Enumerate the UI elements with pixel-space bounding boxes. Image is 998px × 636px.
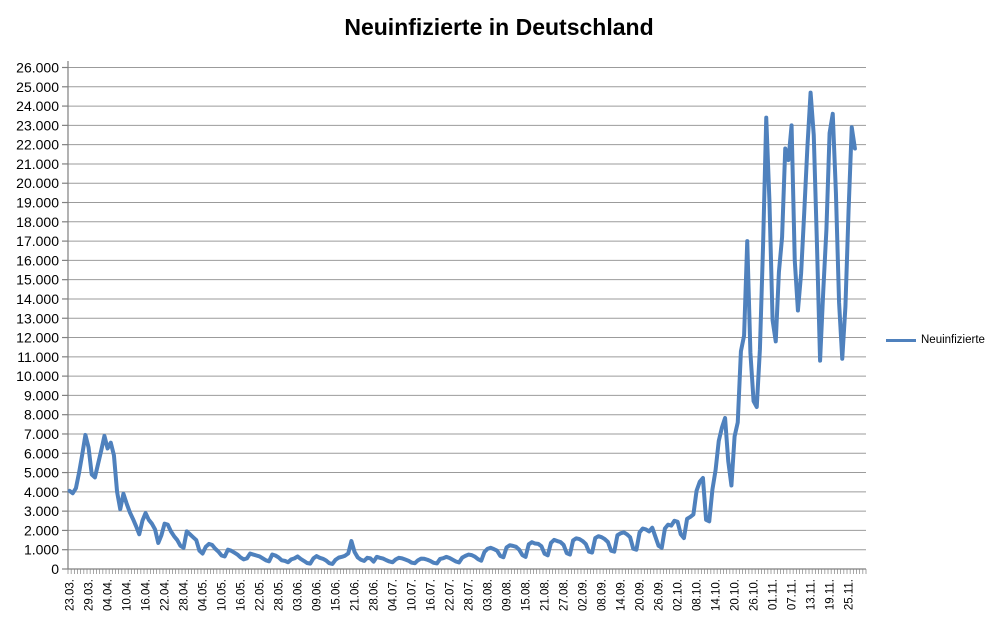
x-tick-label: 21.06. — [350, 579, 362, 611]
x-tick-label: 22.05. — [255, 579, 267, 611]
y-tick-labels: 0 1.000 2.000 3.000 4.000 5.000 6.000 7.000 8.00… — [16, 60, 68, 577]
x-tick-label: 22.07. — [445, 579, 457, 611]
y-tick-label: 8.000 — [24, 407, 59, 423]
x-tick-label: 28.04. — [179, 579, 191, 611]
x-tick-label: 22.04. — [160, 579, 172, 611]
x-tick-label: 08.10. — [692, 579, 704, 611]
x-tick-label: 29.03. — [84, 579, 96, 611]
x-tick-label: 15.08. — [521, 579, 533, 611]
x-tick-label: 07.11. — [787, 579, 799, 610]
series-group — [67, 90, 857, 566]
x-tick-label: 09.08. — [502, 579, 514, 611]
y-tick-label: 17.000 — [16, 233, 59, 249]
x-tick-label: 10.05. — [217, 579, 229, 611]
x-tick-label: 16.04. — [141, 579, 153, 611]
y-tick-label: 7.000 — [24, 426, 59, 442]
y-tick-label: 25.000 — [16, 79, 59, 95]
x-tick-label: 15.06. — [331, 579, 343, 611]
y-tick-label: 22.000 — [16, 137, 59, 153]
x-tick-label: 16.07. — [426, 579, 438, 611]
legend-line-sample-icon — [886, 338, 916, 342]
y-tick-label: 9.000 — [24, 387, 59, 403]
y-tick-label: 24.000 — [16, 98, 59, 114]
y-tick-label: 10.000 — [16, 368, 59, 384]
y-tick-label: 2.000 — [24, 522, 59, 538]
y-tick-label: 5.000 — [24, 465, 59, 481]
x-tick-label: 19.11. — [825, 579, 837, 610]
y-tick-label: 16.000 — [16, 252, 59, 268]
y-tick-label: 6.000 — [24, 445, 59, 461]
x-tick-label: 03.08. — [483, 579, 495, 611]
y-tick-label: 4.000 — [24, 484, 59, 500]
x-tick-label: 28.05. — [274, 579, 286, 611]
x-tick-label: 26.09. — [654, 579, 666, 611]
x-tick-label: 21.08. — [540, 579, 552, 611]
x-tick-label: 26.10. — [749, 579, 761, 611]
series-line-neuinfizierte — [67, 90, 857, 566]
x-tick-label: 27.08. — [559, 579, 571, 611]
x-tick-label: 20.09. — [635, 579, 647, 611]
chart-title: Neuinfizierte in Deutschland — [344, 14, 654, 40]
legend-label: Neuinfizierte — [921, 334, 985, 346]
x-tick-label: 09.06. — [312, 579, 324, 611]
y-tick-label: 14.000 — [16, 291, 59, 307]
legend: Neuinfizierte — [886, 334, 985, 346]
x-tick-label: 13.11. — [806, 579, 818, 610]
x-tick-label: 25.11. — [844, 579, 856, 610]
y-gridlines — [68, 67, 866, 551]
y-tick-label: 0 — [51, 561, 59, 577]
x-tick-label: 14.09. — [616, 579, 628, 611]
y-tick-label: 26.000 — [16, 60, 59, 76]
x-tick-labels: 23.03. 29.03. 04.04. 10.04. 16.04. 22.04. 28.0… — [65, 579, 856, 611]
y-tick-label: 11.000 — [17, 349, 59, 365]
x-tick-label: 02.09. — [578, 579, 590, 611]
x-tick-label: 04.04. — [103, 579, 115, 611]
x-tick-label: 10.04. — [122, 579, 134, 611]
y-tick-label: 18.000 — [16, 214, 59, 230]
x-tick-label: 28.07. — [464, 579, 476, 611]
x-tick-marks — [67, 569, 867, 574]
x-tick-label: 23.03. — [65, 579, 77, 611]
x-tick-label: 01.11. — [768, 579, 780, 610]
y-tick-label: 15.000 — [16, 272, 59, 288]
y-tick-label: 13.000 — [16, 310, 59, 326]
x-tick-label: 20.10. — [730, 579, 742, 611]
y-tick-label: 20.000 — [16, 175, 59, 191]
y-tick-label: 23.000 — [16, 117, 59, 133]
x-tick-label: 02.10. — [673, 579, 685, 611]
y-tick-label: 19.000 — [16, 195, 59, 211]
x-tick-label: 08.09. — [597, 579, 609, 611]
x-tick-label: 10.07. — [407, 579, 419, 611]
x-tick-label: 03.06. — [293, 579, 305, 611]
y-tick-label: 1.000 — [24, 542, 59, 558]
x-tick-label: 28.06. — [369, 579, 381, 611]
y-tick-label: 21.000 — [16, 156, 59, 172]
x-tick-label: 04.05. — [198, 579, 210, 611]
x-tick-label: 14.10. — [711, 579, 723, 611]
x-tick-label: 16.05. — [236, 579, 248, 611]
y-tick-label: 3.000 — [24, 503, 59, 519]
x-tick-label: 04.07. — [388, 579, 400, 611]
y-tick-label: 12.000 — [16, 330, 59, 346]
